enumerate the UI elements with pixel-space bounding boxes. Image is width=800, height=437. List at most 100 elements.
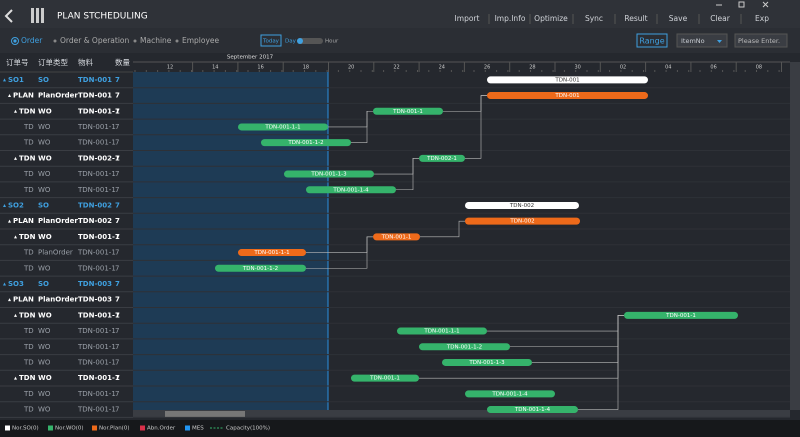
cell: 7: [115, 343, 119, 351]
month-label: September 2017: [227, 55, 274, 61]
gantt-bar[interactable]: [373, 107, 443, 115]
cell: TDN-001-1: [77, 139, 116, 147]
expand-icon[interactable]: [3, 78, 6, 82]
tab[interactable]: Machine: [140, 36, 172, 45]
expand-icon[interactable]: [8, 219, 11, 223]
cell: WO: [38, 154, 52, 162]
radio[interactable]: [11, 37, 19, 45]
range-button[interactable]: [636, 33, 668, 48]
legend-label: Abn.Order: [147, 426, 176, 432]
gantt-bar[interactable]: [284, 170, 374, 178]
menu-item[interactable]: Sync: [585, 14, 603, 23]
expand-icon[interactable]: [14, 313, 17, 317]
cell: PlanOrder: [38, 249, 73, 257]
bar-label: TDN-001-1: [369, 376, 400, 382]
bar-label: TDN-001-1-4: [332, 187, 369, 193]
bar-label: TDN-001-1: [381, 234, 412, 240]
expand-icon[interactable]: [3, 282, 6, 286]
expand-icon[interactable]: [14, 109, 17, 113]
h-scrollbar[interactable]: [133, 410, 790, 418]
gantt-bar[interactable]: [373, 233, 420, 241]
expand-icon[interactable]: [14, 235, 17, 239]
tab[interactable]: Employee: [182, 36, 220, 45]
bar-label: TDN-001-1-4: [491, 391, 528, 397]
menu-item[interactable]: Imp.Info: [495, 14, 526, 23]
menu-item[interactable]: Clear: [710, 14, 731, 23]
gantt-bar[interactable]: [487, 406, 578, 414]
gantt-bar[interactable]: [215, 264, 306, 272]
cell: TD: [23, 139, 34, 147]
expand-icon[interactable]: [3, 203, 6, 207]
menu-item[interactable]: Optimize: [534, 14, 568, 23]
cell: TDN-001-1: [77, 123, 116, 131]
gantt-bar[interactable]: [238, 249, 306, 257]
cell: SO2: [8, 201, 24, 209]
v-scrollbar[interactable]: [790, 62, 800, 410]
toggle[interactable]: [297, 38, 323, 44]
column-header: 订单类型: [38, 57, 68, 67]
gantt-bar[interactable]: [419, 343, 510, 351]
gantt-bar[interactable]: [465, 390, 555, 398]
expand-icon[interactable]: [14, 156, 17, 160]
cell: TDN-001-1: [77, 358, 116, 366]
gantt-bar[interactable]: [624, 311, 738, 319]
back-icon[interactable]: [4, 9, 13, 23]
bar-label: TDN-001-1-2: [446, 344, 482, 350]
gantt-bar[interactable]: [465, 201, 579, 209]
select[interactable]: [676, 33, 728, 48]
cell: TDN-001-1: [78, 311, 120, 319]
cell: TD: [23, 170, 34, 178]
day-label: 16: [257, 65, 263, 71]
gantt-bar[interactable]: [465, 217, 580, 225]
gantt-bar[interactable]: [397, 327, 487, 335]
gantt-bar[interactable]: [487, 76, 648, 84]
title-bar: [0, 0, 800, 28]
radio-dot: [13, 39, 17, 43]
day-label: 20: [348, 65, 354, 71]
gantt-bar[interactable]: [419, 154, 465, 162]
cell: TDN: [19, 374, 36, 382]
cell: TD: [23, 249, 34, 257]
tab[interactable]: Order: [21, 36, 43, 45]
gantt-bar[interactable]: [442, 358, 532, 366]
today-button[interactable]: [260, 34, 282, 47]
expand-icon[interactable]: [8, 298, 11, 302]
cell: TDN-002: [78, 201, 112, 209]
menu-item[interactable]: Exp: [755, 14, 769, 23]
cell: TDN: [19, 154, 36, 162]
cell: 7: [115, 374, 120, 382]
cell: 7: [115, 76, 120, 84]
hour-label: Hour: [325, 39, 339, 45]
day-label: 04: [665, 65, 671, 71]
cell: 7: [115, 217, 120, 225]
cell: TDN-001: [78, 92, 112, 100]
day-label: 30: [575, 65, 581, 71]
bar-label: TDN-001-1-3: [310, 172, 347, 178]
expand-icon[interactable]: [14, 376, 17, 380]
legend-swatch: [140, 425, 145, 431]
cell: WO: [38, 406, 51, 414]
column-header: 物料: [78, 57, 93, 67]
legend-swatch: [185, 425, 190, 431]
scroll-thumb[interactable]: [165, 411, 245, 417]
day-label: 14: [212, 65, 218, 71]
cell: 7: [115, 186, 119, 194]
bar-label: TDN-001: [554, 93, 579, 99]
gantt-bar[interactable]: [351, 374, 419, 382]
window-controls[interactable]: [716, 1, 769, 8]
menu-item[interactable]: Import: [455, 14, 480, 23]
gantt-bar[interactable]: [238, 123, 328, 131]
gantt-bar[interactable]: [487, 92, 648, 100]
cell: TDN-001-1: [77, 343, 116, 351]
cell: WO: [38, 107, 52, 115]
expand-icon[interactable]: [8, 94, 11, 98]
menu-item[interactable]: Result: [624, 14, 647, 23]
day-label: 02: [620, 65, 626, 71]
tab[interactable]: Order & Operation: [60, 36, 130, 45]
dependency-link: [306, 236, 373, 269]
gantt-bar[interactable]: [306, 186, 396, 194]
menu-item[interactable]: Save: [669, 14, 688, 23]
search-input[interactable]: [734, 33, 788, 48]
gantt-bar[interactable]: [261, 139, 351, 147]
day-label: 26: [484, 65, 490, 71]
